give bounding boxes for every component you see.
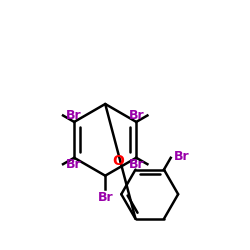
Text: Br: Br — [66, 158, 82, 171]
Text: O: O — [112, 154, 124, 168]
Text: Br: Br — [129, 158, 144, 171]
Text: Br: Br — [98, 190, 113, 203]
Text: Br: Br — [129, 109, 144, 122]
Text: Br: Br — [174, 150, 189, 163]
Text: Br: Br — [66, 109, 82, 122]
